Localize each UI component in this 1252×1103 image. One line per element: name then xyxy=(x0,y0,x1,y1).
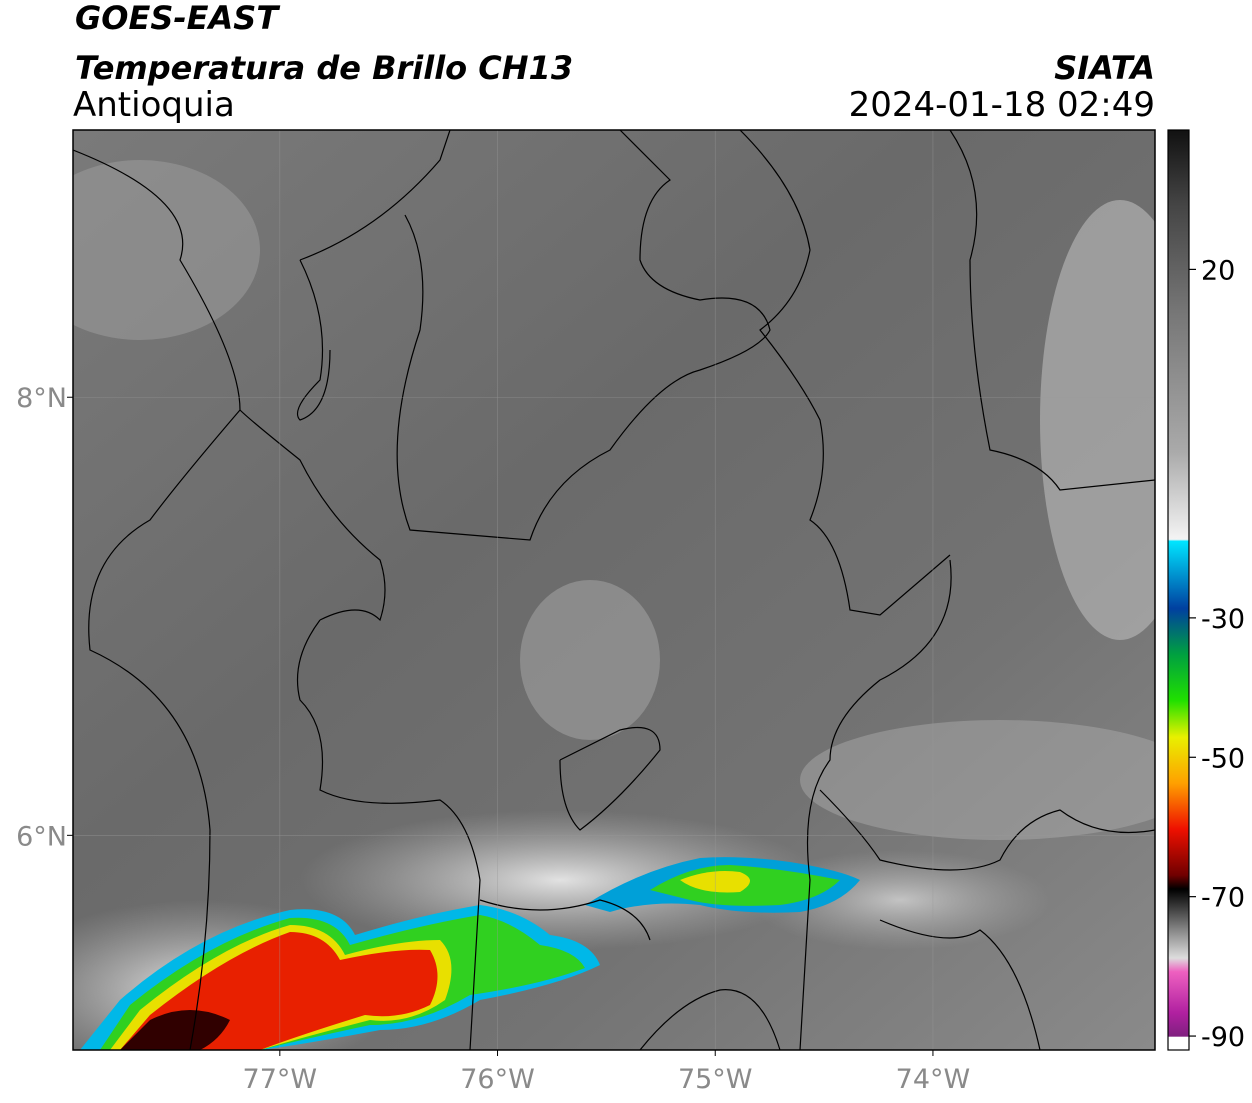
colorbar xyxy=(1167,129,1190,1051)
subtitle: Temperatura de Brillo CH13 xyxy=(75,49,573,87)
y-tick-label: 6°N xyxy=(16,821,67,852)
datetime: 2024-01-18 02:49 xyxy=(849,85,1155,125)
colorbar-tick-label: 20 xyxy=(1201,255,1235,286)
map-frame xyxy=(72,129,1156,1051)
source: SIATA xyxy=(1054,49,1155,87)
colorbar-tick-label: -30 xyxy=(1201,604,1245,635)
satellite-image xyxy=(73,130,1155,1050)
grid xyxy=(73,130,1155,1050)
colorbar-tick-label: -90 xyxy=(1201,1022,1245,1053)
x-tick-label: 76°W xyxy=(460,1064,535,1095)
x-tick-label: 77°W xyxy=(243,1064,318,1095)
x-tick-label: 74°W xyxy=(896,1064,971,1095)
y-tick-label: 8°N xyxy=(16,383,67,414)
region: Antioquia xyxy=(73,85,235,125)
colorbar-tick-label: -50 xyxy=(1201,743,1245,774)
title: GOES-EAST xyxy=(75,0,280,37)
x-tick-label: 75°W xyxy=(678,1064,753,1095)
colorbar-tick-label: -70 xyxy=(1201,883,1245,914)
